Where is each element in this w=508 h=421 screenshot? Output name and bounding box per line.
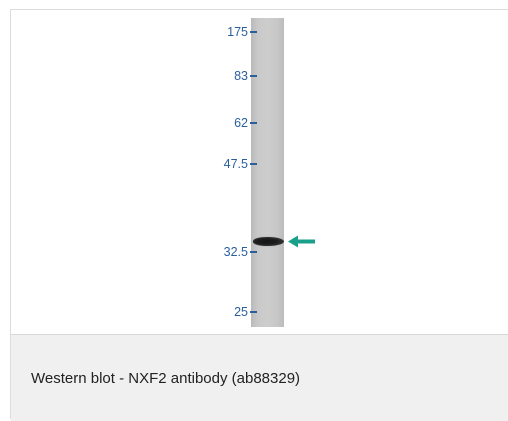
marker-32-5: 32.5 [161,245,257,259]
marker-label: 47.5 [223,157,248,171]
marker-label: 175 [227,25,248,39]
figure-card: 175 83 62 47.5 32.5 25 Western blot - NX… [10,9,508,421]
marker-tick [250,122,257,124]
marker-62: 62 [161,116,257,130]
marker-tick [250,31,257,33]
caption-panel: Western blot - NXF2 antibody (ab88329) [11,334,508,421]
marker-label: 32.5 [223,245,248,259]
western-blot-image: 175 83 62 47.5 32.5 25 [11,10,508,333]
marker-label: 25 [234,305,248,319]
blot-lane [251,18,284,327]
marker-tick [250,75,257,77]
marker-25: 25 [161,305,257,319]
marker-175: 175 [161,25,257,39]
marker-label: 83 [234,69,248,83]
marker-tick [250,311,257,313]
band-arrow-icon [288,235,315,248]
marker-label: 62 [234,116,248,130]
marker-tick [250,163,257,165]
image-caption: Western blot - NXF2 antibody (ab88329) [31,370,301,387]
marker-83: 83 [161,69,257,83]
marker-tick [250,251,257,253]
protein-band [253,237,284,246]
marker-47-5: 47.5 [161,157,257,171]
